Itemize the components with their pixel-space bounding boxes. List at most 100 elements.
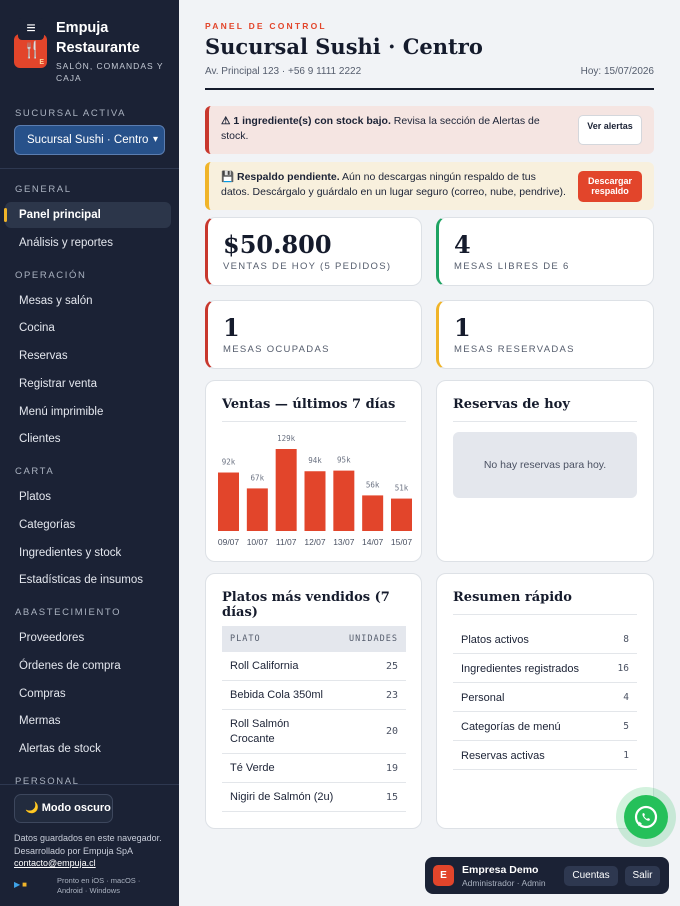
- dark-mode-button[interactable]: 🌙 Modo oscuro: [14, 794, 113, 823]
- chart-value-label: 92k: [222, 458, 236, 467]
- sidebar-divider: [0, 168, 179, 169]
- sidebar-item-reservas[interactable]: Reservas: [19, 350, 68, 362]
- branch-address: Av. Principal 123 · +56 9 1111 2222: [205, 66, 362, 77]
- summary-value: 16: [617, 663, 629, 674]
- sidebar-item-menu-imprimible[interactable]: Menú imprimible: [19, 405, 104, 418]
- dish-units: 25: [385, 660, 398, 672]
- floppy-disk-icon: 💾: [221, 171, 235, 183]
- windows-icon: ■: [22, 880, 29, 889]
- chart-category-label: 12/07: [304, 537, 326, 547]
- chart-category-label: 11/07: [276, 537, 297, 547]
- stock-alert: ⚠ 1 ingrediente(s) con stock bajo. Revis…: [205, 106, 654, 154]
- chart-category-label: 10/07: [247, 537, 269, 547]
- table-row: Té Verde 19: [222, 754, 406, 783]
- top-dishes-title: Platos más vendidos (7 días): [222, 590, 390, 620]
- branch-select-value: Sucursal Sushi · Centro: [27, 134, 149, 146]
- platforms-line1: Pronto en iOS · macOS ·: [57, 876, 141, 885]
- stat-label: MESAS RESERVADAS: [454, 344, 575, 355]
- user-name: Empresa Demo: [462, 864, 539, 876]
- download-backup-button[interactable]: Descargar respaldo: [578, 171, 642, 202]
- chart-value-label: 95k: [337, 456, 351, 465]
- sidebar-item-clientes[interactable]: Clientes: [19, 433, 61, 446]
- page-title: Sucursal Sushi · Centro: [205, 34, 483, 59]
- dark-mode-label: Modo oscuro: [41, 802, 111, 814]
- sidebar-item-categorias[interactable]: Categorías: [19, 518, 76, 531]
- stat-value: 4: [454, 230, 471, 259]
- whatsapp-button[interactable]: [624, 795, 668, 839]
- chart-category-label: 15/07: [391, 537, 412, 547]
- sidebar-item-ingredientes-y-stock[interactable]: Ingredientes y stock: [19, 546, 122, 559]
- user-role: Administrador · Admin: [462, 878, 546, 888]
- whatsapp-icon: [634, 805, 658, 829]
- sidebar-item-mesas-y-salon[interactable]: Mesas y salón: [19, 294, 93, 307]
- stat-label: VENTAS DE HOY (5 PEDIDOS): [223, 261, 392, 272]
- app-name: Empuja Restaurante: [56, 20, 140, 56]
- sidebar-footer: Datos guardados en este navegador. Desar…: [14, 832, 174, 870]
- chart-category-label: 14/07: [362, 537, 384, 547]
- branch-select[interactable]: Sucursal Sushi · Centro ▾: [14, 125, 165, 155]
- stat-value: 1: [223, 313, 240, 342]
- stat-card-reserved-tables: 1 MESAS RESERVADAS: [436, 300, 654, 369]
- chart-value-label: 56k: [366, 480, 380, 489]
- hamburger-menu-icon[interactable]: ≡: [18, 18, 44, 40]
- nav-section-label: ABASTECIMIENTO: [15, 607, 122, 618]
- sidebar-item-alertas-de-stock[interactable]: Alertas de stock: [19, 743, 101, 755]
- sales-chart-title: Ventas — últimos 7 días: [222, 397, 396, 412]
- chart-value-label: 129k: [277, 434, 296, 443]
- reservations-card: Reservas de hoy No hay reservas para hoy…: [436, 380, 654, 562]
- stat-value: 1: [454, 313, 471, 342]
- table-row: Roll California 25: [222, 652, 406, 681]
- nav-section-label: GENERAL: [15, 184, 72, 195]
- summary-label: Categorías de menú: [461, 721, 561, 733]
- platform-icons: ▶■: [14, 880, 29, 890]
- chevron-down-icon: ▾: [152, 134, 158, 145]
- stat-label: MESAS OCUPADAS: [223, 344, 330, 355]
- moon-icon: 🌙: [25, 802, 39, 814]
- sidebar-item-mermas[interactable]: Mermas: [19, 715, 61, 728]
- summary-row: Categorías de menú 5: [453, 712, 637, 741]
- backup-alert: 💾 Respaldo pendiente. Aún no descargas n…: [205, 162, 654, 210]
- chart-bar: [362, 495, 384, 531]
- no-reservations-message: No hay reservas para hoy.: [453, 432, 637, 498]
- dish-name: Roll Salmón Crocante: [230, 718, 290, 745]
- sidebar-item-proveedores[interactable]: Proveedores: [19, 632, 85, 644]
- play-store-icon: ▶: [14, 880, 23, 889]
- summary-label: Personal: [461, 692, 505, 704]
- card-divider: [222, 421, 406, 422]
- sidebar: 🍴 E ≡ Empuja Restaurante SALÓN, COMANDAS…: [0, 0, 179, 906]
- sidebar-item-registrar-venta[interactable]: Registrar venta: [19, 377, 97, 390]
- summary-row: Personal 4: [453, 683, 637, 712]
- sidebar-item-platos[interactable]: Platos: [19, 491, 51, 503]
- sidebar-item-estadisticas-de-insumos[interactable]: Estadísticas de insumos: [19, 574, 144, 587]
- sales-chart-card: Ventas — últimos 7 días 92k 09/07 67k 10/07…: [205, 380, 422, 562]
- backup-alert-title: Respaldo pendiente.: [237, 171, 340, 183]
- stat-value: $50.800: [223, 230, 332, 259]
- chart-bar: [275, 449, 297, 531]
- summary-row: Ingredientes registrados 16: [453, 654, 637, 683]
- dish-name: Bebida Cola 350ml: [230, 689, 323, 701]
- stat-card-sales: $50.800 VENTAS DE HOY (5 PEDIDOS): [205, 217, 422, 286]
- sidebar-item-analisis-y-reportes[interactable]: Análisis y reportes: [19, 236, 113, 249]
- sidebar-item-cocina[interactable]: Cocina: [19, 322, 55, 335]
- main-content: PANEL DE CONTROL Sucursal Sushi · Centro…: [179, 0, 680, 906]
- logout-button[interactable]: Salir: [625, 866, 660, 886]
- platforms-line2: Android · Windows: [57, 886, 120, 895]
- today-date: Hoy: 15/07/2026: [580, 66, 654, 77]
- chart-value-label: 94k: [308, 456, 322, 465]
- reservations-title: Reservas de hoy: [453, 397, 570, 412]
- footer-developer: Desarrollado por Empuja SpA: [14, 845, 134, 856]
- footer-email-link[interactable]: contacto@empuja.cl: [14, 858, 96, 868]
- summary-value: 5: [623, 721, 629, 732]
- chart-bar: [304, 471, 326, 531]
- dish-name: Té Verde: [230, 762, 275, 774]
- sidebar-item-ordenes-de-compra[interactable]: Órdenes de compra: [19, 659, 121, 672]
- view-alerts-button[interactable]: Ver alertas: [578, 115, 642, 145]
- sidebar-divider: [0, 784, 179, 785]
- accounts-button[interactable]: Cuentas: [564, 866, 618, 886]
- branch-label: SUCURSAL ACTIVA: [15, 108, 127, 119]
- app-subtitle: SALÓN, COMANDAS Y CAJA: [56, 61, 164, 83]
- sidebar-item-compras[interactable]: Compras: [19, 687, 66, 700]
- chart-bar: [333, 470, 355, 531]
- sidebar-item-panel-principal[interactable]: Panel principal: [4, 202, 171, 228]
- chart-value-label: 51k: [395, 484, 409, 493]
